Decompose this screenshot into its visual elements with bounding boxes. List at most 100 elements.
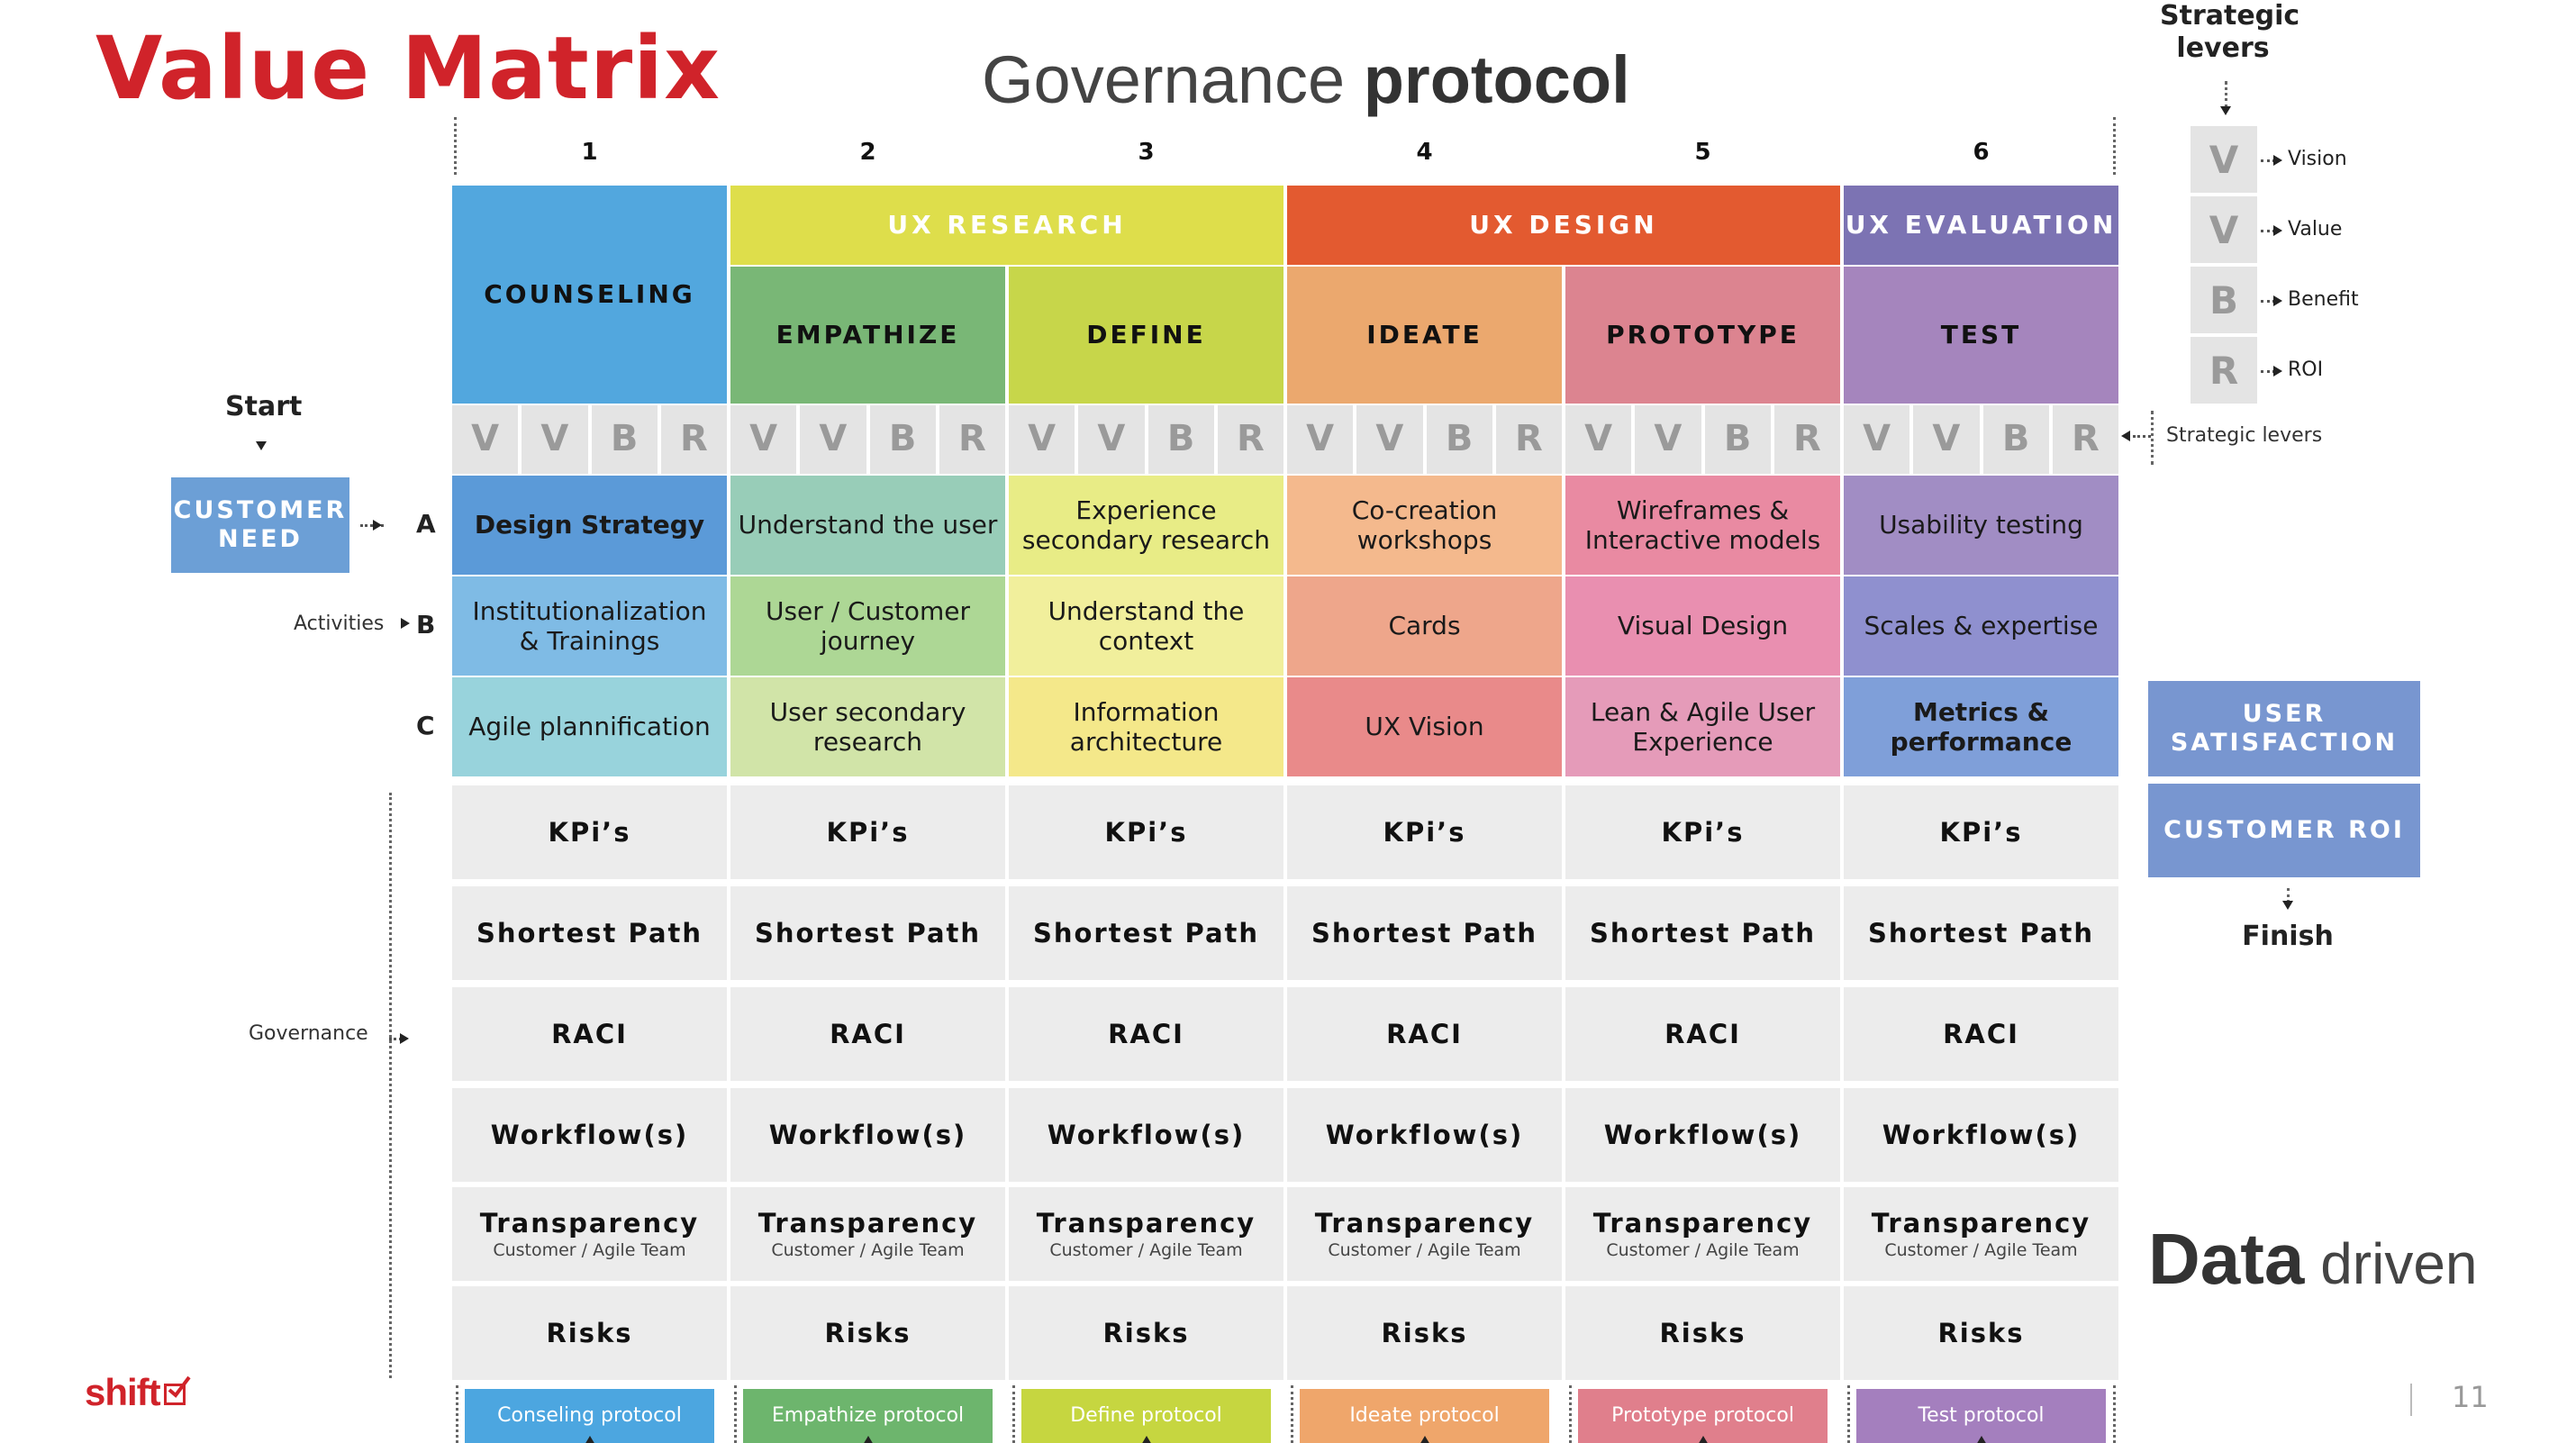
lever-legend-label: Benefit	[2288, 288, 2359, 311]
lever-cell-b: B	[1704, 405, 1771, 474]
data-driven-light: driven	[2304, 1231, 2478, 1296]
row-letter: A	[416, 509, 436, 539]
protocol-button[interactable]: Define protocol	[1021, 1389, 1271, 1443]
group-header: UX DESIGN	[1287, 186, 1840, 265]
activity-cell: Design Strategy	[452, 476, 727, 575]
activity-cell: User / Customer journey	[730, 576, 1005, 676]
governance-cell: Shortest Path	[1844, 886, 2118, 980]
levers-legend-connector	[2225, 81, 2227, 108]
lever-cell-b: B	[1147, 405, 1214, 474]
row-letter: B	[416, 610, 436, 640]
lever-cell-r: R	[1773, 405, 1840, 474]
protocol-separator	[1847, 1385, 1850, 1443]
protocol-separator	[1569, 1385, 1572, 1443]
levers-legend-arrow	[2220, 106, 2231, 115]
protocol-separator	[456, 1385, 458, 1443]
footer-divider	[2410, 1384, 2412, 1416]
protocol-separator	[1012, 1385, 1015, 1443]
column-number: 6	[1973, 138, 1990, 166]
governance-item-label: Transparency	[1592, 1207, 1813, 1239]
top-guide-left	[454, 117, 457, 175]
protocol-separator	[2113, 1385, 2116, 1443]
lever-cell-v: V	[1287, 405, 1354, 474]
governance-item-label: Workflow(s)	[1047, 1119, 1246, 1150]
activity-cell: Agile plannification	[452, 677, 727, 776]
governance-cell: KPi’s	[1287, 785, 1562, 879]
protocol-button[interactable]: Conseling protocol	[465, 1389, 714, 1443]
strategic-levers-row-label: Strategic levers	[2166, 424, 2323, 447]
governance-cell: Risks	[730, 1286, 1005, 1380]
governance-item-label: Shortest Path	[476, 917, 703, 948]
governance-cell: Shortest Path	[730, 886, 1005, 980]
governance-cell: Shortest Path	[1565, 886, 1840, 980]
lever-cell-v: V	[1356, 405, 1423, 474]
lever-legend-letter: V	[2191, 196, 2257, 263]
governance-item-label: RACI	[1943, 1018, 2019, 1049]
activity-cell: Scales & expertise	[1844, 576, 2118, 676]
start-arrow	[256, 441, 267, 450]
lever-legend-arrow	[2273, 366, 2282, 377]
protocol-button[interactable]: Prototype protocol	[1578, 1389, 1828, 1443]
governance-item-label: Risks	[1102, 1317, 1190, 1348]
governance-item-label: Risks	[1937, 1317, 2025, 1348]
governance-cell: Workflow(s)	[1287, 1088, 1562, 1182]
governance-item-label: Workflow(s)	[490, 1119, 689, 1150]
lever-legend-letter: R	[2191, 337, 2257, 404]
transparency-sub: Customer / Agile Team	[1884, 1239, 2078, 1260]
column-number: 4	[1416, 138, 1433, 166]
governance-cell: RACI	[1009, 987, 1283, 1081]
lever-legend-label: Value	[2288, 218, 2343, 240]
governance-item-label: Risks	[824, 1317, 912, 1348]
governance-item-label: Workflow(s)	[1882, 1119, 2081, 1150]
lever-cell-v: V	[1913, 405, 1980, 474]
governance-item-label: Transparency	[1036, 1207, 1256, 1239]
levers-legend-title: Strategic levers	[2160, 0, 2300, 64]
lever-legend-letter: V	[2191, 126, 2257, 193]
column-number: 1	[581, 138, 598, 166]
customer-need-arrow	[373, 520, 382, 531]
governance-item-label: Transparency	[757, 1207, 978, 1239]
phase-define: DEFINE	[1009, 267, 1283, 404]
governance-cell: Workflow(s)	[452, 1088, 727, 1182]
lever-cell-b: B	[869, 405, 936, 474]
governance-cell: RACI	[1844, 987, 2118, 1081]
governance-item-label: Transparency	[1314, 1207, 1535, 1239]
governance-cell: KPi’s	[1565, 785, 1840, 879]
lever-cell-b: B	[591, 405, 658, 474]
lever-cell-b: B	[1982, 405, 2049, 474]
governance-cell: Workflow(s)	[730, 1088, 1005, 1182]
governance-cell: Risks	[1565, 1286, 1840, 1380]
activity-cell: Experience secondary research	[1009, 476, 1283, 575]
lever-legend-label: Vision	[2288, 148, 2347, 170]
governance-cell: Transparency Customer / Agile Team	[1565, 1187, 1840, 1281]
activity-cell: Understand the user	[730, 476, 1005, 575]
start-label: Start	[225, 391, 303, 422]
slide-title: Value Matrix	[95, 18, 721, 119]
governance-cell: Risks	[1844, 1286, 2118, 1380]
protocol-button[interactable]: Ideate protocol	[1300, 1389, 1549, 1443]
governance-item-label: Shortest Path	[1311, 917, 1538, 948]
lever-legend-connector	[2261, 370, 2275, 373]
governance-item-label: Shortest Path	[1867, 917, 2095, 948]
governance-item-label: Transparency	[1871, 1207, 2091, 1239]
governance-item-label: Risks	[1659, 1317, 1746, 1348]
row-letter: C	[416, 711, 435, 740]
protocol-arrow	[1975, 1436, 1987, 1443]
governance-item-label: RACI	[1386, 1018, 1463, 1049]
column-number: 5	[1694, 138, 1711, 166]
lever-legend-connector	[2261, 159, 2275, 162]
governance-cell: Shortest Path	[452, 886, 727, 980]
transparency-sub: Customer / Agile Team	[1606, 1239, 1800, 1260]
governance-item-label: Workflow(s)	[1603, 1119, 1802, 1150]
protocol-button[interactable]: Test protocol	[1856, 1389, 2106, 1443]
strategic-levers-row-tick	[2151, 411, 2154, 465]
activities-arrow	[401, 618, 410, 629]
left-guide-line	[389, 793, 392, 1378]
protocol-arrow	[1697, 1436, 1709, 1443]
governance-item-label: KPi’s	[826, 816, 910, 848]
phase-test: TEST	[1844, 267, 2118, 404]
activity-cell: Cards	[1287, 576, 1562, 676]
protocol-button[interactable]: Empathize protocol	[743, 1389, 993, 1443]
governance-item-label: KPi’s	[1383, 816, 1466, 848]
activity-cell: Visual Design	[1565, 576, 1840, 676]
